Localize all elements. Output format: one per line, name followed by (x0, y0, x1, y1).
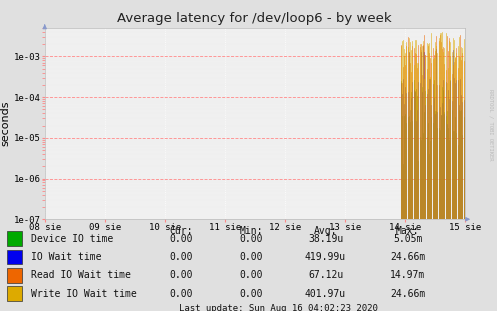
Bar (7, 286, 22, 301)
Text: Cur:: Cur: (169, 226, 193, 236)
Bar (7, 268, 22, 283)
Text: 5.05m: 5.05m (393, 234, 422, 244)
Text: 14.97m: 14.97m (390, 270, 425, 280)
Text: 401.97u: 401.97u (305, 289, 346, 299)
Title: Average latency for /dev/loop6 - by week: Average latency for /dev/loop6 - by week (117, 12, 392, 26)
Text: 0.00: 0.00 (169, 270, 193, 280)
Text: 0.00: 0.00 (169, 234, 193, 244)
Text: Device IO time: Device IO time (31, 234, 113, 244)
Text: RRDTOOL / TOBI OETIKER: RRDTOOL / TOBI OETIKER (488, 89, 493, 160)
Text: 0.00: 0.00 (169, 252, 193, 262)
Text: Read IO Wait time: Read IO Wait time (31, 270, 131, 280)
Text: 0.00: 0.00 (239, 289, 263, 299)
Text: 24.66m: 24.66m (390, 252, 425, 262)
Text: 0.00: 0.00 (239, 252, 263, 262)
Text: Min:: Min: (239, 226, 263, 236)
Text: 0.00: 0.00 (239, 234, 263, 244)
Text: 38.19u: 38.19u (308, 234, 343, 244)
Text: 24.66m: 24.66m (390, 289, 425, 299)
Y-axis label: seconds: seconds (1, 101, 11, 146)
Text: 0.00: 0.00 (239, 270, 263, 280)
Text: Last update: Sun Aug 16 04:02:23 2020: Last update: Sun Aug 16 04:02:23 2020 (179, 304, 378, 311)
Text: Avg:: Avg: (314, 226, 337, 236)
Text: IO Wait time: IO Wait time (31, 252, 101, 262)
Text: 419.99u: 419.99u (305, 252, 346, 262)
Text: 0.00: 0.00 (169, 289, 193, 299)
Bar (7, 249, 22, 264)
Text: 67.12u: 67.12u (308, 270, 343, 280)
Text: Write IO Wait time: Write IO Wait time (31, 289, 137, 299)
Bar (7, 231, 22, 246)
Text: Max:: Max: (396, 226, 419, 236)
